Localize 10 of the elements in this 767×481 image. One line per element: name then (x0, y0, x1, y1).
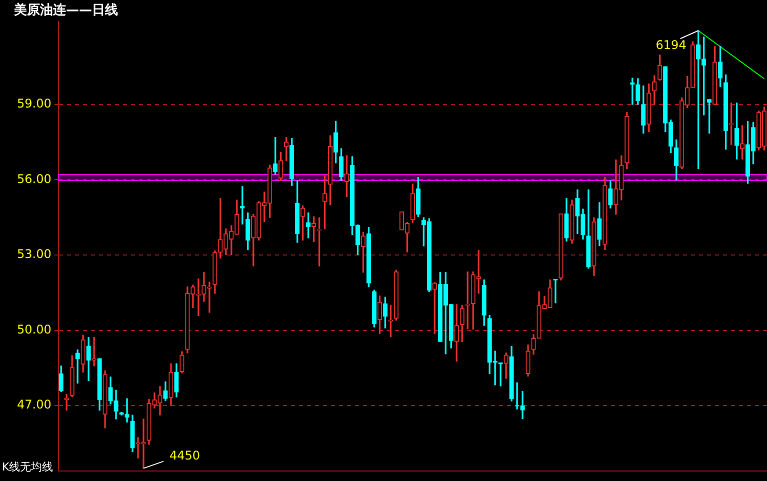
annotation: 6194 (656, 38, 686, 52)
annotation: 4450 (170, 448, 200, 462)
chart-title: 美原油连——日线 (13, 2, 118, 18)
y-tick-label: 50.00 (16, 322, 52, 336)
y-tick-label: 56.00 (16, 172, 52, 186)
y-tick-label: 59.00 (16, 96, 52, 111)
candlestick (92, 336, 96, 366)
y-tick-label: 47.00 (16, 398, 52, 412)
y-tick-label: 53.00 (16, 247, 52, 262)
text: K线无均线 (2, 460, 54, 474)
